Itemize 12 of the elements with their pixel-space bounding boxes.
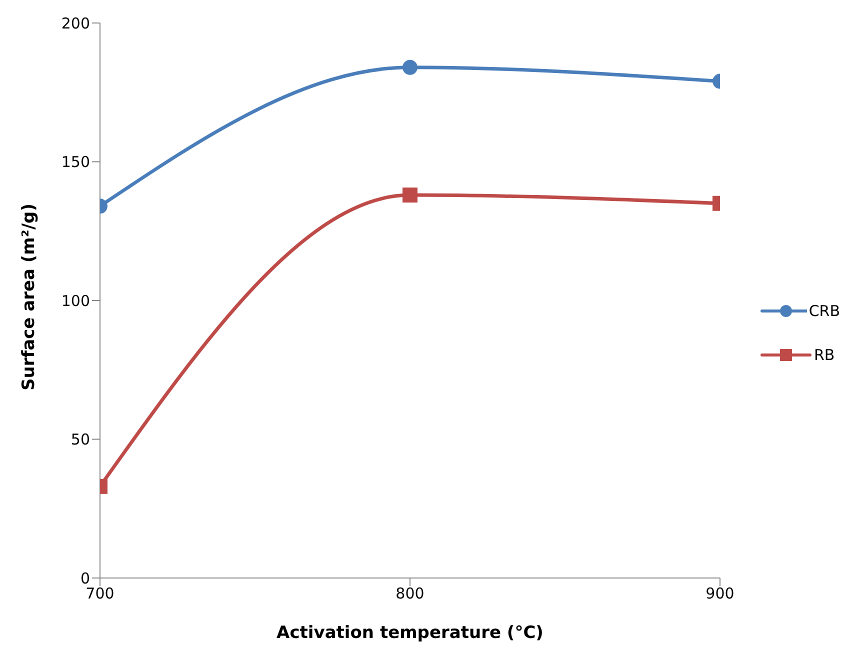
legend-label: RB: [814, 346, 835, 364]
y-tick-label: 150: [61, 153, 90, 172]
y-tick-label: 200: [61, 14, 90, 32]
x-axis-title: Activation temperature (°C): [276, 623, 544, 643]
x-tick-label: 700: [86, 584, 114, 603]
x-tick-label: 900: [706, 584, 734, 603]
y-axis-title: Surface area (m²/g): [19, 204, 40, 390]
y-tick-label: 100: [61, 292, 90, 310]
y-tick-label: 0: [80, 569, 90, 588]
legend-label: CRB: [808, 302, 840, 320]
x-tick-label: 800: [396, 584, 424, 603]
y-tick-label: 50: [70, 430, 90, 449]
